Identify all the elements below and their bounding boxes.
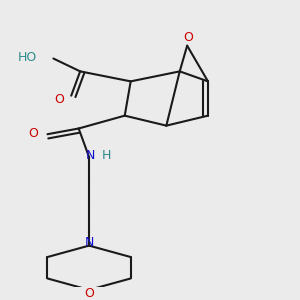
Text: H: H bbox=[102, 149, 111, 162]
Text: O: O bbox=[54, 93, 64, 106]
Text: N: N bbox=[85, 236, 94, 249]
Text: O: O bbox=[28, 127, 38, 140]
Text: O: O bbox=[184, 31, 194, 44]
Text: O: O bbox=[85, 287, 94, 300]
Text: N: N bbox=[86, 149, 95, 162]
Text: HO: HO bbox=[18, 51, 37, 64]
